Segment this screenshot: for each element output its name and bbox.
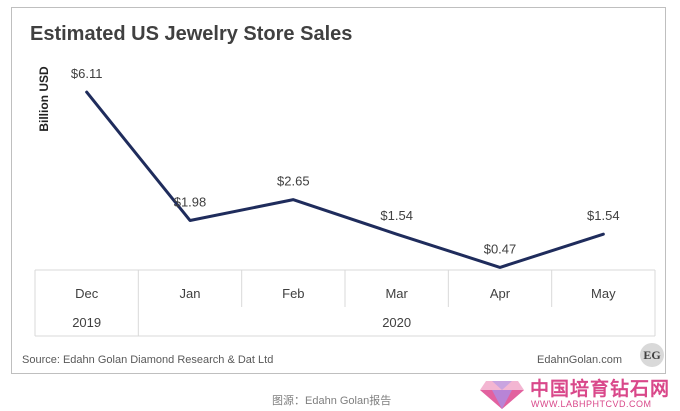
chart-title: Estimated US Jewelry Store Sales xyxy=(30,23,353,45)
data-label: $1.98 xyxy=(174,194,207,209)
data-label: $6.11 xyxy=(71,66,103,81)
x-tick-label: May xyxy=(591,286,616,301)
data-label: $2.65 xyxy=(277,174,310,189)
year-label: 2020 xyxy=(382,315,411,330)
image-caption: 图源：Edahn Golan报告 xyxy=(272,395,392,407)
source-note: Source: Edahn Golan Diamond Research & D… xyxy=(22,354,274,366)
x-tick-label: Mar xyxy=(385,286,408,301)
year-label: 2019 xyxy=(72,315,101,330)
x-tick-label: Jan xyxy=(180,286,201,301)
x-tick-label: Feb xyxy=(282,286,304,301)
series-polyline xyxy=(85,90,605,269)
diamond-logo-icon xyxy=(480,381,524,409)
site-link[interactable]: EdahnGolan.com xyxy=(537,354,622,366)
x-tick-label: Dec xyxy=(75,286,99,301)
watermark-url: WWW.LABHPHTCVD.COM xyxy=(531,399,652,409)
chart-frame xyxy=(11,7,666,374)
axis-table: Dec Jan Feb Mar Apr May 2019 2020 xyxy=(34,269,656,337)
series-line: $6.11 $1.98 $2.65 $1.54 $0.47 $1.54 xyxy=(71,66,620,269)
data-label: $1.54 xyxy=(587,208,620,223)
x-tick-label: Apr xyxy=(490,286,511,301)
eg-logo: EG xyxy=(640,343,664,367)
watermark-name: 中国培育钻石网 xyxy=(530,379,671,400)
data-label: $0.47 xyxy=(484,241,517,256)
data-label: $1.54 xyxy=(380,208,413,223)
